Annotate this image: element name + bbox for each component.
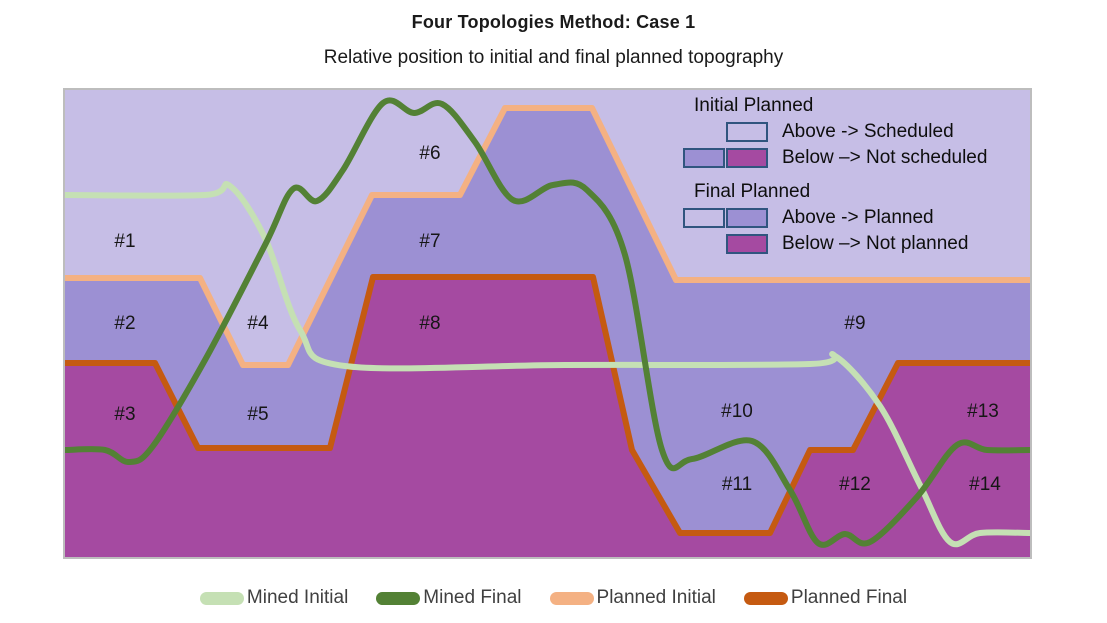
region-legend: Initial Planned Above -> Scheduled Below –… — [683, 95, 1028, 255]
legend-swatch-spacer — [683, 122, 725, 142]
region-label-13: #13 — [967, 401, 999, 422]
legend-row-label: Above -> Scheduled — [782, 121, 954, 142]
legend-swatch — [726, 234, 768, 254]
series-swatch-mined-initial — [199, 591, 244, 605]
mined-initial-line — [65, 181, 1030, 548]
region-label-5: #5 — [247, 404, 268, 425]
legend-row: Above -> Planned — [683, 207, 1028, 229]
mined-final-line — [65, 97, 1030, 548]
region-label-11: #11 — [722, 474, 752, 495]
legend-swatch — [683, 208, 725, 228]
legend-row-label: Below –> Not planned — [782, 233, 969, 254]
region-label-10: #10 — [721, 401, 753, 422]
series-legend-item-planned-initial: Planned Initial — [549, 587, 716, 609]
legend-row: Above -> Scheduled — [683, 121, 1028, 143]
series-swatch-planned-initial — [549, 591, 594, 605]
legend-row-label: Below –> Not scheduled — [782, 147, 988, 168]
legend-row-label: Above -> Planned — [782, 207, 934, 228]
chart-subtitle: Relative position to initial and final p… — [323, 47, 784, 68]
legend-swatch-spacer — [683, 234, 725, 254]
legend-row: Below –> Not scheduled — [683, 147, 1028, 169]
planned-final-line — [65, 274, 1030, 536]
series-legend-item-mined-initial: Mined Initial — [199, 587, 349, 609]
region-label-3: #3 — [114, 404, 135, 425]
series-swatch-planned-final — [743, 591, 788, 605]
chart-title: Four Topologies Method: Case 1 — [411, 12, 696, 32]
series-label: Mined Initial — [246, 587, 349, 608]
legend-swatch — [726, 122, 768, 142]
series-label: Planned Initial — [596, 587, 716, 608]
planned-initial-line — [65, 105, 1030, 368]
region-label-1: #1 — [114, 231, 135, 252]
series-legend: Mined Initial Mined Final Planned Initial P… — [0, 584, 1107, 612]
legend-heading-final-planned: Final Planned — [694, 181, 811, 202]
region-label-4: #4 — [247, 313, 269, 334]
legend-swatch — [726, 208, 768, 228]
plot-area: #1 #2 #3 #4 #5 #6 #7 #8 #9 #10 #11 #12 #13 #14 Initia… — [63, 88, 1032, 559]
legend-swatch — [683, 148, 725, 168]
region-label-12: #12 — [839, 474, 871, 495]
series-legend-item-planned-final: Planned Final — [743, 587, 908, 609]
region-label-14: #14 — [969, 474, 1001, 495]
region-label-7: #7 — [419, 231, 440, 252]
series-swatch-mined-final — [376, 591, 421, 605]
chart-canvas: #1 #2 #3 #4 #5 #6 #7 #8 #9 #10 #11 #12 #13 #14 — [65, 90, 1030, 557]
legend-heading-initial-planned: Initial Planned — [694, 95, 814, 116]
series-label: Mined Final — [423, 587, 522, 608]
series-legend-item-mined-final: Mined Final — [376, 587, 522, 609]
region-below-planned-final — [65, 277, 1030, 557]
region-label-6: #6 — [419, 143, 440, 164]
region-label-9: #9 — [844, 313, 865, 334]
legend-swatch — [726, 148, 768, 168]
series-label: Planned Final — [790, 587, 908, 608]
region-label-2: #2 — [114, 313, 135, 334]
region-label-8: #8 — [419, 313, 440, 334]
legend-row: Below –> Not planned — [683, 233, 1028, 255]
